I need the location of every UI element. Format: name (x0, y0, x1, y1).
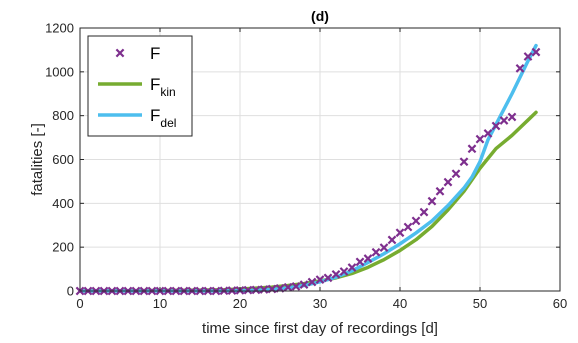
data-point-F (363, 254, 373, 263)
y-tick-label: 1000 (45, 64, 74, 79)
data-point-F (403, 222, 413, 232)
data-point-F (251, 285, 261, 295)
x-tick-label: 50 (473, 296, 487, 311)
legend-item-Fkin: Fkin (98, 75, 176, 99)
data-point-F (243, 285, 253, 295)
data-point-F (475, 134, 485, 144)
y-axis-label: fatalities [-] (29, 123, 46, 196)
legend-label-subscript: kin (160, 85, 175, 99)
data-point-F (355, 257, 365, 267)
data-point-F (467, 144, 477, 154)
data-point-F (259, 285, 269, 294)
data-point-F (491, 121, 501, 131)
x-tick-label: 10 (153, 296, 167, 311)
chart-title: (d) (311, 8, 329, 24)
data-point-F (387, 235, 397, 245)
y-tick-label: 800 (52, 108, 74, 123)
data-point-F (283, 282, 293, 292)
legend-item-Fdel: Fdel (98, 106, 176, 130)
data-point-F (331, 269, 341, 279)
legend-marker (115, 48, 125, 58)
series-line-Fkin (78, 110, 538, 293)
data-point-F (291, 282, 301, 291)
y-tick-label: 200 (52, 240, 74, 255)
data-point-F (435, 186, 445, 196)
data-point-F (347, 263, 357, 272)
data-point-F (411, 216, 421, 226)
data-point-F (315, 275, 325, 284)
legend-label-main: F (150, 75, 160, 94)
legend-item-F: F (115, 44, 160, 63)
x-tick-label: 30 (313, 296, 327, 311)
y-tick-label: 400 (52, 196, 74, 211)
legend-label: Fdel (150, 106, 176, 130)
data-point-F (371, 247, 381, 257)
y-tick-label: 1200 (45, 21, 74, 36)
x-tick-label: 40 (393, 296, 407, 311)
x-tick-label: 0 (76, 296, 83, 311)
data-point-F (299, 280, 309, 290)
data-point-F (483, 129, 493, 138)
data-point-F (443, 177, 453, 187)
y-tick-label: 0 (67, 284, 74, 299)
data-point-F (323, 273, 333, 283)
data-point-F (531, 47, 541, 57)
data-point-F (339, 267, 349, 276)
legend-box (87, 35, 193, 137)
legend-label-main: F (150, 44, 160, 63)
x-axis-label: time since first day of recordings [d] (202, 320, 438, 337)
data-point-F (307, 277, 317, 287)
data-point-F (499, 116, 509, 125)
data-point-F (507, 112, 517, 122)
data-point-F (379, 243, 389, 252)
y-tick-label: 600 (52, 152, 74, 167)
legend-label: F (150, 44, 160, 63)
data-point-F (419, 207, 429, 217)
data-point-F (427, 196, 437, 206)
data-point-F (515, 63, 525, 73)
data-point-F (523, 52, 533, 61)
plot-area (75, 43, 541, 296)
legend-label: Fkin (150, 75, 176, 99)
legend-label-subscript: del (160, 116, 176, 130)
series-Fkin (78, 110, 538, 293)
data-point-F (395, 228, 405, 238)
data-point-F (459, 157, 469, 167)
x-tick-label: 20 (233, 296, 247, 311)
data-point-F (451, 169, 461, 179)
series-F (75, 47, 541, 296)
legend-label-main: F (150, 106, 160, 125)
x-tick-label: 60 (553, 296, 567, 311)
